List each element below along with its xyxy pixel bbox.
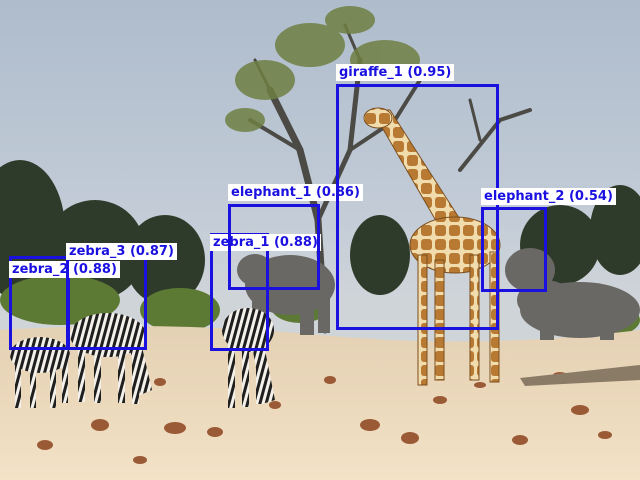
detection-label-giraffe-1: giraffe_1 (0.95) (336, 64, 455, 81)
detection-label-elephant-2: elephant_2 (0.54) (481, 188, 616, 205)
detection-label-zebra-2: zebra_2 (0.88) (9, 261, 120, 278)
giraffe (363, 107, 501, 386)
detection-label-elephant-1: elephant_1 (0.86) (228, 184, 363, 201)
fallen-log (520, 365, 640, 386)
ground (0, 326, 640, 480)
stones (37, 372, 612, 464)
zebra-middle (70, 313, 152, 404)
detection-box-elephant-1 (228, 204, 320, 290)
detection-box-giraffe-1 (336, 84, 499, 330)
detection-label-zebra-1: zebra_1 (0.88) (210, 234, 321, 251)
zebra-right (222, 308, 275, 408)
zebra-left (10, 337, 70, 408)
detection-box-elephant-2 (481, 207, 547, 292)
detection-label-zebra-3: zebra_3 (0.87) (66, 243, 177, 260)
